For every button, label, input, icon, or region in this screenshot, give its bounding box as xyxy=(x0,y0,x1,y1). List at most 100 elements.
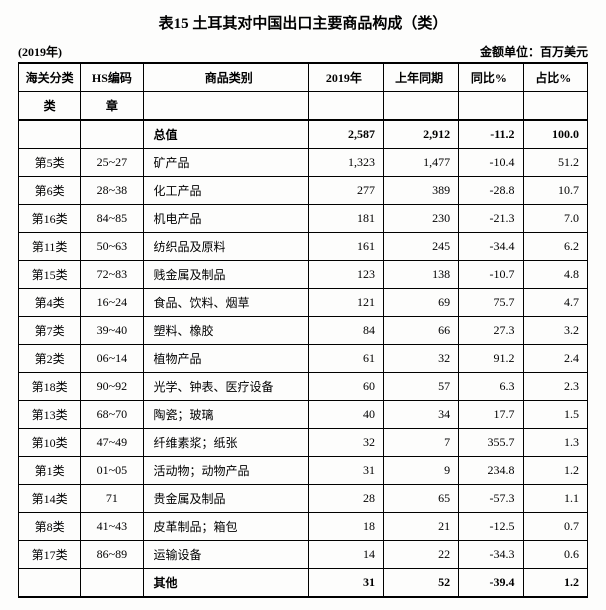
col-yoy: 同比% xyxy=(459,63,523,92)
cell: 4.7 xyxy=(523,289,587,317)
cell: 389 xyxy=(384,177,459,205)
cell xyxy=(19,120,81,149)
col-share: 占比% xyxy=(523,63,587,92)
cell: 52 xyxy=(384,569,459,598)
cell: 17.7 xyxy=(459,401,523,429)
cell: 69 xyxy=(384,289,459,317)
cell: 第11类 xyxy=(19,233,81,261)
cell xyxy=(81,569,143,598)
cell: 31 xyxy=(308,457,383,485)
cell: 27.3 xyxy=(459,317,523,345)
col-category: 商品类别 xyxy=(143,63,308,92)
cell: 66 xyxy=(384,317,459,345)
cell xyxy=(19,569,81,598)
table-row: 第7类39~40塑料、橡胶846627.33.2 xyxy=(19,317,588,345)
cell: -39.4 xyxy=(459,569,523,598)
cell: 1.1 xyxy=(523,485,587,513)
cell: 食品、饮料、烟草 xyxy=(143,289,308,317)
cell: 277 xyxy=(308,177,383,205)
cell: 矿产品 xyxy=(143,149,308,177)
cell: 总值 xyxy=(143,120,308,149)
cell: 50~63 xyxy=(81,233,143,261)
cell: 355.7 xyxy=(459,429,523,457)
cell: 16~24 xyxy=(81,289,143,317)
cell: 第14类 xyxy=(19,485,81,513)
cell: 运输设备 xyxy=(143,541,308,569)
table-row: 第4类16~24食品、饮料、烟草1216975.74.7 xyxy=(19,289,588,317)
cell: 40 xyxy=(308,401,383,429)
col-customs: 海关分类 xyxy=(19,63,81,92)
cell: 01~05 xyxy=(81,457,143,485)
sub-customs: 类 xyxy=(19,92,81,121)
table-body: 总值2,5872,912-11.2100.0第5类25~27矿产品1,3231,… xyxy=(19,120,588,597)
cell: 14 xyxy=(308,541,383,569)
table-row: 第8类41~43皮革制品；箱包1821-12.50.7 xyxy=(19,513,588,541)
cell: 06~14 xyxy=(81,345,143,373)
cell: 34 xyxy=(384,401,459,429)
table-row: 第13类68~70陶瓷；玻璃403417.71.5 xyxy=(19,401,588,429)
cell: 第15类 xyxy=(19,261,81,289)
cell xyxy=(81,120,143,149)
cell: 121 xyxy=(308,289,383,317)
sub-hs: 章 xyxy=(81,92,143,121)
cell: 2,587 xyxy=(308,120,383,149)
header-row-1: 海关分类 HS编码 商品类别 2019年 上年同期 同比% 占比% xyxy=(19,63,588,92)
cell: 2,912 xyxy=(384,120,459,149)
cell: 161 xyxy=(308,233,383,261)
cell: 6.3 xyxy=(459,373,523,401)
cell: 0.6 xyxy=(523,541,587,569)
cell: 塑料、橡胶 xyxy=(143,317,308,345)
cell: -57.3 xyxy=(459,485,523,513)
cell: 6.2 xyxy=(523,233,587,261)
cell: 90~92 xyxy=(81,373,143,401)
cell: 1,323 xyxy=(308,149,383,177)
cell: 123 xyxy=(308,261,383,289)
cell: 71 xyxy=(81,485,143,513)
cell: 65 xyxy=(384,485,459,513)
cell: 2.3 xyxy=(523,373,587,401)
cell: 10.7 xyxy=(523,177,587,205)
cell: 1.2 xyxy=(523,457,587,485)
cell: 181 xyxy=(308,205,383,233)
cell: 47~49 xyxy=(81,429,143,457)
table-row: 第17类86~89运输设备1422-34.30.6 xyxy=(19,541,588,569)
table-row: 第1类01~05活动物；动物产品319234.81.2 xyxy=(19,457,588,485)
cell: 230 xyxy=(384,205,459,233)
col-prev: 上年同期 xyxy=(384,63,459,92)
table-row: 第15类72~83贱金属及制品123138-10.74.8 xyxy=(19,261,588,289)
cell: 100.0 xyxy=(523,120,587,149)
cell: 61 xyxy=(308,345,383,373)
cell: 第17类 xyxy=(19,541,81,569)
meta-row: (2019年) 金额单位：百万美元 xyxy=(18,43,588,60)
sub-prev xyxy=(384,92,459,121)
table-row: 第16类84~85机电产品181230-21.37.0 xyxy=(19,205,588,233)
cell: -21.3 xyxy=(459,205,523,233)
sub-category xyxy=(143,92,308,121)
cell: 第5类 xyxy=(19,149,81,177)
table-row: 第2类06~14植物产品613291.22.4 xyxy=(19,345,588,373)
sub-yoy xyxy=(459,92,523,121)
table-row: 其他3152-39.41.2 xyxy=(19,569,588,598)
cell: 第18类 xyxy=(19,373,81,401)
cell: 68~70 xyxy=(81,401,143,429)
cell: 57 xyxy=(384,373,459,401)
cell: 植物产品 xyxy=(143,345,308,373)
cell: 1.5 xyxy=(523,401,587,429)
header-row-2: 类 章 xyxy=(19,92,588,121)
cell: 234.8 xyxy=(459,457,523,485)
cell: 第6类 xyxy=(19,177,81,205)
cell: 纤维素浆；纸张 xyxy=(143,429,308,457)
cell: 22 xyxy=(384,541,459,569)
cell: 60 xyxy=(308,373,383,401)
cell: 9 xyxy=(384,457,459,485)
cell: 51.2 xyxy=(523,149,587,177)
cell: 1.2 xyxy=(523,569,587,598)
cell: 28~38 xyxy=(81,177,143,205)
cell: 2.4 xyxy=(523,345,587,373)
cell: 32 xyxy=(308,429,383,457)
cell: 25~27 xyxy=(81,149,143,177)
col-2019: 2019年 xyxy=(308,63,383,92)
cell: 84 xyxy=(308,317,383,345)
cell: 7.0 xyxy=(523,205,587,233)
cell: 245 xyxy=(384,233,459,261)
